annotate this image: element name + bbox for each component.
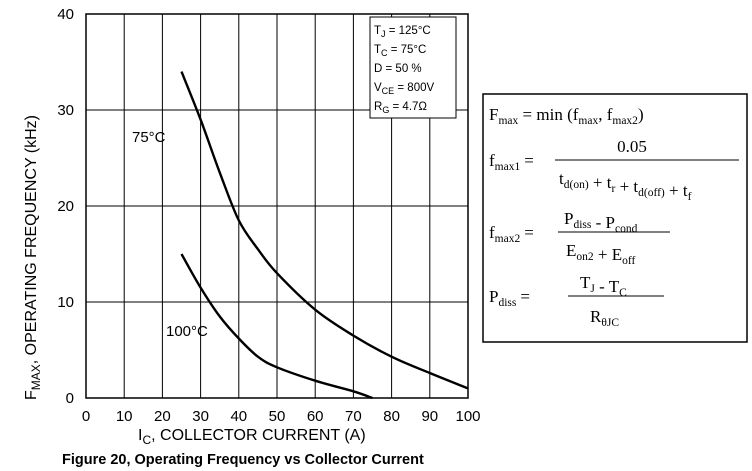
x-tick-label: 70 [345, 408, 362, 425]
y-tick-label: 10 [57, 294, 74, 311]
x-tick-label: 20 [154, 408, 171, 425]
x-tick-label: 0 [82, 408, 90, 425]
tick-labels: 0 10 20 30 40 50 60 70 80 90 100 0 10 20 30 40 [57, 6, 480, 425]
formula-fmax2-lhs: fmax2 = [489, 223, 534, 245]
x-tick-label: 90 [421, 408, 438, 425]
formula-fmax1-num: 0.05 [617, 137, 647, 156]
condition-item: RG = 4.7Ω [374, 101, 427, 115]
series-line [180, 71, 469, 390]
condition-item: TC = 75°C [374, 44, 426, 58]
y-tick-label: 30 [57, 102, 74, 119]
series-group: 75°C 100°C [132, 71, 469, 400]
x-tick-label: 60 [307, 408, 324, 425]
y-axis-label: FMAX, OPERATING FREQUENCY (kHz) [23, 115, 43, 400]
conditions-list: TJ = 125°C TC = 75°C D = 50 % VCE = 800V RG … [374, 25, 434, 115]
formula-pdiss-den: RθJC [590, 307, 619, 329]
formula-pdiss-num: TJ - TC [580, 273, 627, 299]
y-tick-label: 40 [57, 6, 74, 23]
x-tick-label: 50 [269, 408, 286, 425]
formula-pdiss-lhs: Pdiss = [489, 287, 530, 309]
x-tick-label: 100 [455, 408, 480, 425]
formula-fmax: Fmax = min (fmax, fmax2) [489, 105, 644, 127]
x-tick-label: 10 [116, 408, 133, 425]
figure-caption: Figure 20, Operating Frequency vs Collec… [62, 452, 424, 468]
formula-fmax1-lhs: fmax1 = [489, 151, 534, 173]
y-tick-label: 0 [66, 390, 74, 407]
formula-box [482, 93, 748, 343]
formula-fmax2-den: Eon2 + Eoff [566, 241, 635, 267]
grid [86, 14, 468, 398]
series-label: 75°C [132, 129, 166, 146]
series-line [180, 253, 373, 400]
plot-frame [85, 13, 469, 399]
series-label: 100°C [166, 323, 208, 340]
conditions-box [369, 16, 457, 119]
x-tick-label: 40 [230, 408, 247, 425]
x-tick-label: 80 [383, 408, 400, 425]
condition-item: TJ = 125°C [374, 25, 431, 39]
x-axis-label: IC, COLLECTOR CURRENT (A) [138, 427, 366, 447]
condition-item: VCE = 800V [374, 82, 434, 96]
condition-item: D = 50 % [374, 63, 422, 75]
x-tick-label: 30 [192, 408, 209, 425]
formula-fmax1-den: td(on) + tr + td(off) + tf [559, 169, 692, 203]
y-tick-label: 20 [57, 198, 74, 215]
